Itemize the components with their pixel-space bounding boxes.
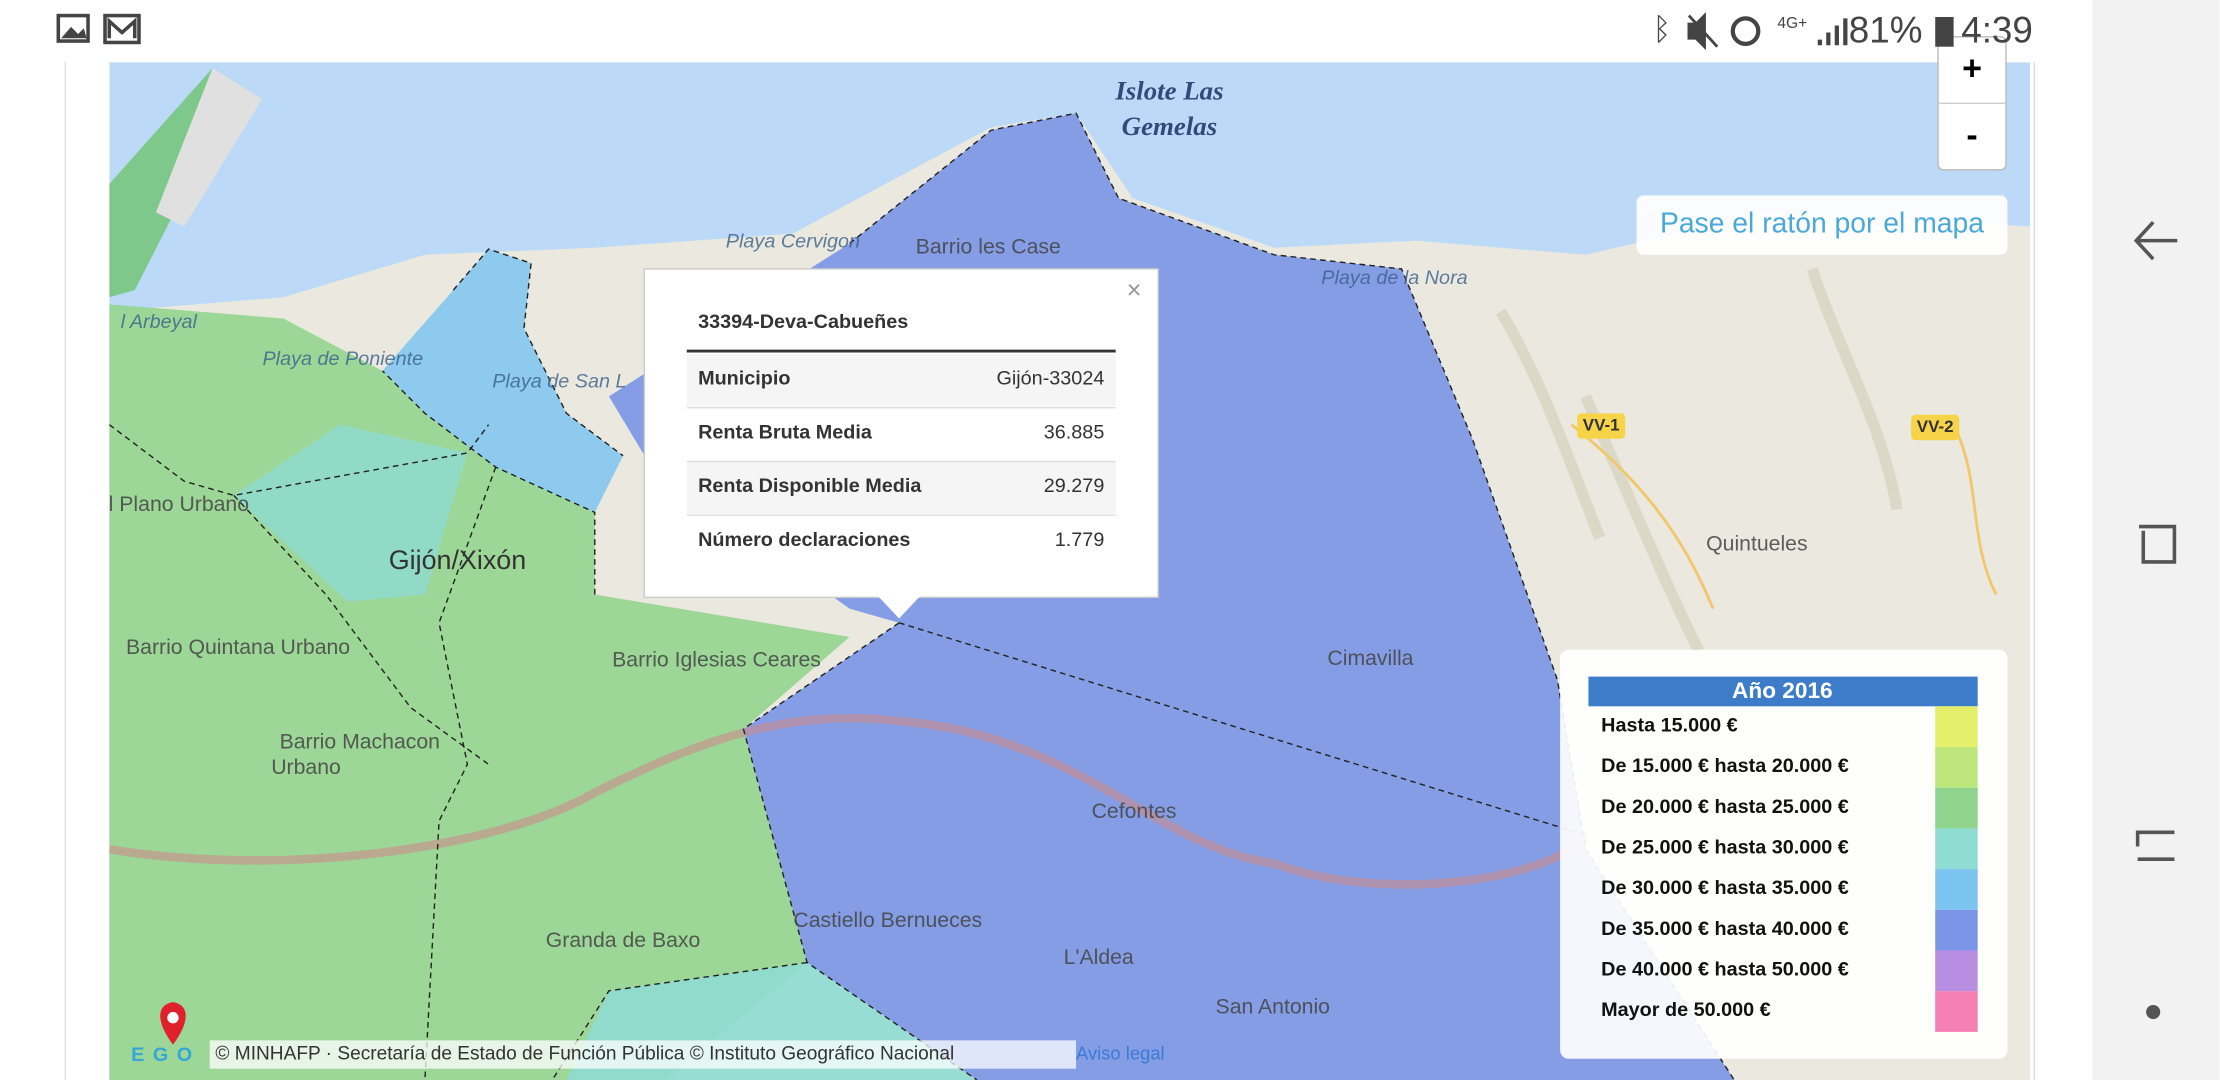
legend-swatch — [1935, 828, 1978, 870]
home-button[interactable] — [2139, 524, 2177, 564]
attribution-bg — [209, 1040, 1077, 1069]
legend-label: De 35.000 € hasta 40.000 € — [1601, 918, 1849, 940]
legend-swatch — [1935, 950, 1978, 992]
row-label: Municipio — [698, 368, 790, 390]
row-label: Renta Bruta Media — [698, 421, 873, 443]
legend: Año 2016 Hasta 15.000 € De 15.000 € hasta… — [1560, 649, 2008, 1059]
mail-icon — [103, 13, 141, 45]
legend-swatch — [1935, 991, 1978, 1032]
hover-hint: Pase el ratón por el mapa — [1660, 207, 1984, 239]
legend-swatch — [1935, 869, 1978, 910]
assistant-dot[interactable] — [2146, 1004, 2161, 1020]
place-label: San Antonio — [1216, 995, 1330, 1018]
row-label: Renta Disponible Media — [698, 475, 922, 497]
place-label: Barrio les Case — [916, 235, 1061, 258]
place-label: Islote Las — [1114, 76, 1223, 106]
legend-label: De 25.000 € hasta 30.000 € — [1601, 836, 1849, 858]
legend-box — [1560, 649, 2008, 1059]
attribution: © MINHAFP · Secretaría de Estado de Func… — [215, 1044, 954, 1065]
row-value: 29.279 — [1044, 475, 1105, 497]
place-label: Quintueles — [1706, 533, 1807, 556]
network-type: 4G+ — [1777, 15, 1807, 32]
place-label: Cimavilla — [1327, 647, 1413, 670]
place-label: VV-2 — [1917, 417, 1954, 436]
back-button[interactable] — [2133, 221, 2178, 261]
place-label: VV-1 — [1583, 416, 1620, 435]
place-label: Gemelas — [1122, 111, 1218, 141]
road-shield — [1911, 414, 1960, 441]
legend-label: Mayor de 50.000 € — [1601, 999, 1770, 1021]
place-label: Gijón/Xixón — [389, 545, 526, 575]
row-bg — [686, 461, 1116, 514]
legend-label: De 20.000 € hasta 25.000 € — [1601, 796, 1849, 818]
gallery-icon — [61, 26, 87, 39]
port — [155, 67, 263, 227]
bluetooth-icon: ᛒ — [1653, 11, 1672, 46]
row-value: 1.779 — [1055, 529, 1105, 551]
logo-pin — [160, 1002, 186, 1045]
logo: EGO — [131, 1044, 200, 1066]
legal-link[interactable]: Aviso legal — [1076, 1042, 1165, 1063]
place-label: Playa de San L — [492, 370, 626, 392]
place-label: Urbano — [271, 756, 341, 779]
place-label: Cefontes — [1092, 800, 1177, 823]
battery-icon — [1935, 16, 1954, 47]
place-label: L'Aldea — [1064, 946, 1134, 969]
place-label: Barrio Iglesias Ceares — [612, 649, 821, 672]
mail-icon — [107, 17, 137, 39]
legend-swatch — [1935, 787, 1978, 829]
zoom-out-button[interactable]: - — [1966, 116, 1977, 154]
place-label: Playa de Poniente — [262, 348, 423, 370]
zoom-in-button[interactable]: + — [1962, 50, 1982, 88]
road — [1570, 423, 1998, 610]
zoom-control: + - — [1937, 36, 2007, 171]
popup-close[interactable]: × — [1127, 276, 1142, 304]
signal-icon — [1817, 18, 1848, 46]
legend-label: Hasta 15.000 € — [1601, 714, 1737, 736]
region — [382, 249, 624, 513]
place-label: l Arbeyal — [121, 311, 198, 333]
place-label: Playa Cervigon — [726, 230, 860, 252]
legend-label: De 40.000 € hasta 50.000 € — [1601, 959, 1849, 981]
row-value: Gijón-33024 — [996, 368, 1104, 390]
popup-tip — [877, 595, 921, 619]
gallery-icon — [56, 13, 90, 43]
recents-button[interactable] — [2135, 830, 2175, 861]
road — [109, 714, 1590, 889]
legend-swatch — [1935, 747, 1978, 788]
place-label: el Plano Urbano — [97, 493, 249, 516]
row-label: Número declaraciones — [698, 529, 910, 551]
road-shield — [1577, 413, 1626, 439]
status-bar: ᛒ 4G+ 81% 4:39 — [56, 9, 2033, 51]
row-value: 36.885 — [1044, 421, 1105, 443]
row-bg — [686, 353, 1116, 407]
battery-level: 81% — [1849, 9, 1923, 50]
legend-swatch — [1935, 706, 1978, 748]
place-label: Granda de Baxo — [546, 929, 701, 952]
nav-bg — [2092, 0, 2220, 1080]
legend-swatch — [1935, 909, 1978, 951]
legend-title: Año 2016 — [1732, 678, 1833, 703]
place-label: Barrio Quintana Urbano — [126, 636, 350, 659]
alarm-icon — [1730, 16, 1761, 47]
clock: 4:39 — [1961, 9, 2033, 50]
legend-header — [1588, 676, 1978, 707]
popup-box — [643, 268, 1159, 599]
popup: × 33394-Deva-Cabueñes Municipio Gijón-330… — [643, 268, 1159, 619]
hover-box — [1636, 195, 2008, 255]
nav-bar — [2092, 0, 2220, 1080]
legend-label: De 15.000 € hasta 20.000 € — [1601, 755, 1849, 777]
place-label: Castiello Bernueces — [793, 909, 982, 932]
mute-icon — [1687, 12, 1719, 51]
place-label: Barrio Machacon — [280, 731, 440, 754]
logo-pin-dot — [167, 1012, 179, 1024]
place-label: Playa de la Nora — [1321, 267, 1467, 289]
popup-title: 33394-Deva-Cabueñes — [698, 311, 908, 333]
legend-label: De 30.000 € hasta 35.000 € — [1601, 877, 1849, 899]
region — [233, 424, 468, 602]
